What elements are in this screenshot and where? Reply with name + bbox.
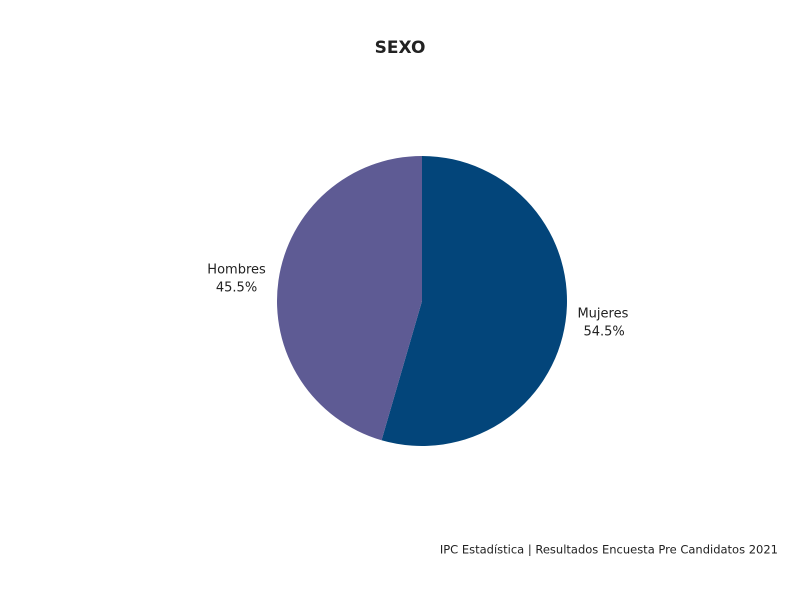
slice-label: Hombres: [207, 263, 266, 278]
pie-slice: [381, 156, 567, 446]
slice-value-label: 45.5%: [216, 281, 257, 296]
source-note: IPC Estadística | Resultados Encuesta Pr…: [440, 543, 778, 557]
slice-label: Mujeres: [577, 306, 628, 321]
chart-title: SEXO: [375, 38, 426, 58]
slice-value-label: 54.5%: [583, 324, 624, 339]
pie-slice: [276, 156, 422, 441]
